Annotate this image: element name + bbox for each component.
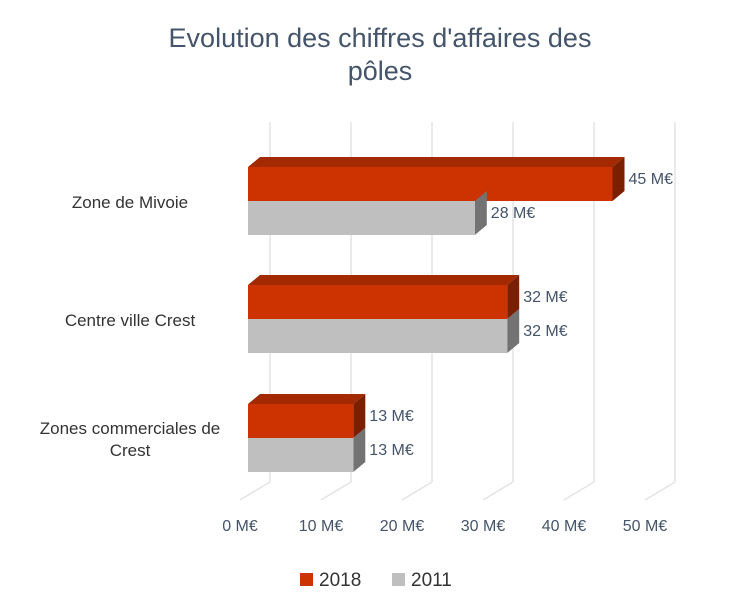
bar [248, 438, 354, 472]
bar-top [248, 394, 366, 404]
data-label: 45 M€ [629, 171, 674, 188]
legend-label: 2011 [411, 570, 452, 591]
y-tick-label: Centre ville Crest [64, 311, 196, 330]
data-label: 28 M€ [491, 205, 536, 222]
legend-swatch [300, 573, 313, 586]
bar-side [612, 157, 625, 201]
grid-line [482, 481, 514, 501]
grid-line [644, 481, 676, 501]
x-tick-label: 40 M€ [542, 518, 587, 535]
bar-side [353, 428, 366, 472]
bar [248, 404, 354, 438]
x-tick-label: 50 M€ [623, 518, 668, 535]
x-tick-label: 30 M€ [461, 518, 506, 535]
data-label: 13 M€ [369, 408, 414, 425]
data-label: 32 M€ [523, 323, 568, 340]
bar-side [474, 191, 487, 235]
grid-line [563, 481, 595, 501]
y-tick-label: Zone de Mivoie [71, 193, 189, 212]
legend-label: 2018 [319, 570, 361, 591]
grid-line [320, 481, 352, 501]
chart-title: Evolution des chiffres d'affaires des pô… [168, 23, 592, 86]
legend-swatch [392, 573, 405, 586]
bar-side [353, 394, 366, 438]
bar [248, 319, 508, 353]
data-label: 13 M€ [369, 442, 414, 459]
bar-top [248, 275, 520, 285]
x-tick-label: 0 M€ [222, 518, 258, 535]
bar-top [248, 157, 625, 167]
x-tick-label: 10 M€ [299, 518, 344, 535]
grid-line [401, 481, 433, 501]
y-tick-label: Zones commerciales de Crest [39, 419, 221, 460]
bar [248, 201, 475, 235]
bar [248, 285, 508, 319]
bar-side [507, 309, 520, 353]
grid-line [239, 481, 271, 501]
bar [248, 167, 613, 201]
bar-side [507, 275, 520, 319]
x-tick-label: 20 M€ [380, 518, 425, 535]
data-label: 32 M€ [523, 289, 568, 306]
